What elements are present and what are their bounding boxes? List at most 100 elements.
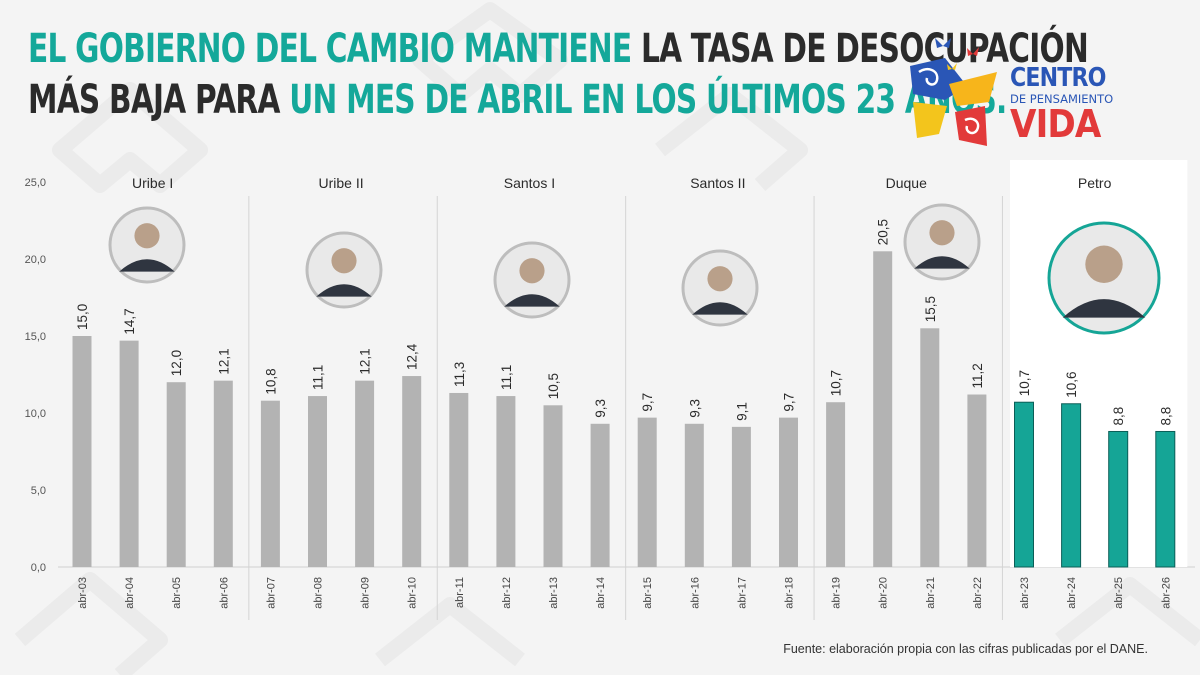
bar xyxy=(1108,430,1129,568)
category-label: abr-06 xyxy=(218,577,230,609)
logo-wordmark: Centro de Pensamiento Vida xyxy=(1010,63,1122,146)
value-label: 10,7 xyxy=(829,370,844,396)
bar xyxy=(637,417,657,567)
headline-line2-highlight: UN MES DE ABRIL EN LOS ÚLTIMOS 23 AÑOS. xyxy=(289,77,1007,123)
bar xyxy=(590,423,610,567)
category-label: abr-17 xyxy=(736,577,748,609)
bar xyxy=(731,426,751,567)
portrait-head xyxy=(1085,245,1123,283)
value-label: 9,3 xyxy=(687,399,702,418)
bar xyxy=(449,392,469,567)
bar xyxy=(873,251,893,568)
value-label: 8,8 xyxy=(1158,407,1173,426)
y-tick-label: 5,0 xyxy=(31,485,46,497)
y-tick-label: 0,0 xyxy=(31,562,46,574)
value-label: 12,1 xyxy=(358,348,373,374)
source-note: Fuente: elaboración propia con las cifra… xyxy=(783,642,1148,656)
category-label: abr-08 xyxy=(313,577,325,609)
bar xyxy=(308,396,327,567)
category-label: abr-07 xyxy=(265,577,277,609)
value-label: 11,1 xyxy=(499,365,514,390)
value-label: 12,1 xyxy=(216,348,231,374)
portrait-suit xyxy=(504,294,560,307)
headline-line1-dark: LA TASA DE DESOCUPACIÓN xyxy=(631,26,1089,72)
value-label: 20,5 xyxy=(876,219,891,245)
bar xyxy=(355,380,375,567)
period-label: Santos I xyxy=(504,175,555,191)
logo-line1: Centro xyxy=(1010,63,1106,93)
bar xyxy=(260,400,280,567)
value-label: 9,7 xyxy=(782,393,797,412)
value-label: 15,5 xyxy=(923,296,938,322)
portrait-suit xyxy=(1062,299,1146,318)
bar xyxy=(166,382,186,567)
bar xyxy=(72,336,92,567)
category-label: abr-03 xyxy=(77,577,89,609)
value-label: 10,6 xyxy=(1064,371,1079,397)
unemployment-bar-chart: 0,0 5,0 10,0 15,0 20,0 25,0 Uribe I Uribe II San… xyxy=(25,160,1195,620)
category-label: abr-20 xyxy=(878,577,890,609)
category-label: abr-23 xyxy=(1019,577,1031,609)
headline: EL GOBIERNO DEL CAMBIO MANTIENE LA TASA … xyxy=(28,24,1089,126)
bar xyxy=(920,328,940,567)
bar xyxy=(967,394,987,567)
y-tick-label: 20,0 xyxy=(25,254,46,266)
portrait-suit xyxy=(119,259,175,272)
headline-line1-highlight: EL GOBIERNO DEL CAMBIO MANTIENE xyxy=(28,26,632,72)
logo-line2: de Pensamiento xyxy=(1010,92,1114,106)
period-label: Uribe II xyxy=(318,175,363,191)
category-label: abr-24 xyxy=(1066,577,1078,609)
category-label: abr-22 xyxy=(972,577,984,609)
logo-line3: Vida xyxy=(1010,102,1101,146)
period-label: Duque xyxy=(886,175,927,191)
value-label: 12,4 xyxy=(405,343,420,370)
portrait-suit xyxy=(692,302,748,315)
category-label: abr-18 xyxy=(784,577,796,609)
value-label: 8,8 xyxy=(1111,407,1126,426)
value-label: 10,5 xyxy=(546,373,561,399)
value-label: 9,1 xyxy=(734,402,749,421)
y-tick-label: 15,0 xyxy=(25,331,46,343)
category-label: abr-04 xyxy=(124,577,136,609)
category-label: abr-11 xyxy=(454,577,466,608)
value-label: 9,3 xyxy=(593,399,608,418)
bar xyxy=(1014,401,1034,568)
period-label: Santos II xyxy=(690,175,745,191)
portrait-suit xyxy=(914,256,970,269)
category-label: abr-16 xyxy=(689,577,701,609)
value-label: 12,0 xyxy=(169,350,184,376)
bar xyxy=(1155,430,1176,568)
category-label: abr-10 xyxy=(407,577,419,609)
category-label: abr-09 xyxy=(360,577,372,609)
value-label: 14,7 xyxy=(122,308,137,334)
category-label: abr-19 xyxy=(831,577,843,609)
bar xyxy=(496,396,516,567)
bar xyxy=(779,417,798,567)
portrait-head xyxy=(707,266,733,292)
headline-line2-dark: MÁS BAJA PARA xyxy=(28,77,290,123)
period-label: Uribe I xyxy=(132,175,173,191)
bar xyxy=(402,376,422,567)
bar xyxy=(119,340,139,567)
value-label: 11,1 xyxy=(311,365,326,390)
category-label: abr-25 xyxy=(1113,577,1125,609)
category-label: abr-05 xyxy=(171,577,183,609)
value-label: 15,0 xyxy=(75,304,90,330)
value-label: 11,3 xyxy=(452,362,467,387)
value-label: 11,2 xyxy=(970,363,985,388)
portrait-head xyxy=(331,248,357,274)
bar xyxy=(826,402,846,567)
category-label: abr-14 xyxy=(595,577,607,609)
y-tick-label: 25,0 xyxy=(25,177,46,189)
bar xyxy=(1061,403,1082,568)
bar xyxy=(543,405,563,567)
category-label: abr-15 xyxy=(642,577,654,609)
value-label: 10,8 xyxy=(263,368,278,394)
value-label: 9,7 xyxy=(640,393,655,412)
portrait-suit xyxy=(316,284,372,297)
portrait-head xyxy=(519,258,545,284)
portrait-head xyxy=(929,220,955,246)
y-tick-label: 10,0 xyxy=(25,408,46,420)
bar xyxy=(684,423,704,567)
